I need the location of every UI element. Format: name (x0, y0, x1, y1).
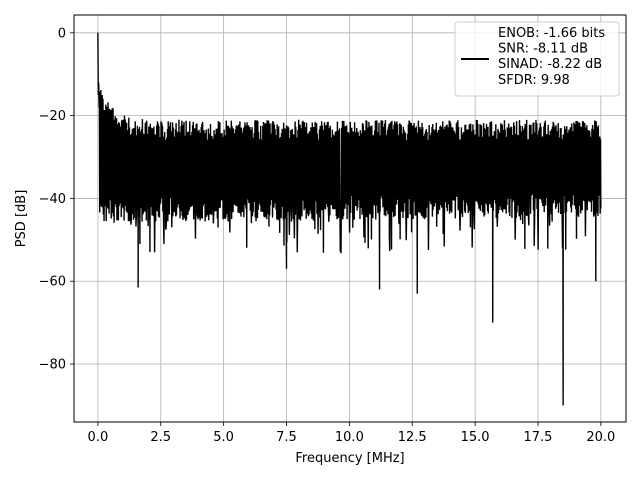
legend-entry-line: ENOB: -1.66 bits (498, 26, 605, 41)
x-tick-label: 17.5 (524, 430, 553, 445)
y-tick-label: −20 (39, 109, 66, 124)
y-tick-label: −60 (39, 275, 66, 290)
y-axis-label: PSD [dB] (14, 190, 29, 248)
legend-box (454, 21, 620, 97)
plot-frame (73, 14, 627, 423)
legend: ENOB: -1.66 bits SNR: -8.11 dB SINAD: -8.2… (454, 21, 620, 97)
y-tick-label: 0 (58, 26, 66, 41)
x-tick-label: 2.5 (150, 430, 171, 445)
x-tick-label: 15.0 (461, 430, 490, 445)
x-tick-label: 10.0 (335, 430, 364, 445)
x-tick-label: 7.5 (276, 430, 297, 445)
y-tick-label: −80 (39, 358, 66, 373)
y-axis-ticks: 0 −20 −40 −60 −80 (39, 26, 74, 373)
psd-series-line (97, 32, 602, 406)
legend-entry-line: SFDR: 9.98 (498, 73, 570, 88)
x-tick-label: 20.0 (586, 430, 615, 445)
x-axis-label: Frequency [MHz] (295, 451, 404, 466)
x-tick-label: 0.0 (88, 430, 109, 445)
legend-entry-label: ENOB: -1.66 bits SNR: -8.11 dB SINAD: -8.2… (498, 26, 605, 88)
series-layer (97, 32, 602, 406)
legend-entry-line: SINAD: -8.22 dB (498, 57, 602, 72)
x-axis-ticks: 0.0 2.5 5.0 7.5 10.0 12.5 15.0 17.5 20.0 (88, 422, 615, 445)
legend-entry-line: SNR: -8.11 dB (498, 42, 588, 57)
y-tick-label: −40 (39, 192, 66, 207)
x-tick-label: 12.5 (398, 430, 427, 445)
x-tick-label: 5.0 (213, 430, 234, 445)
